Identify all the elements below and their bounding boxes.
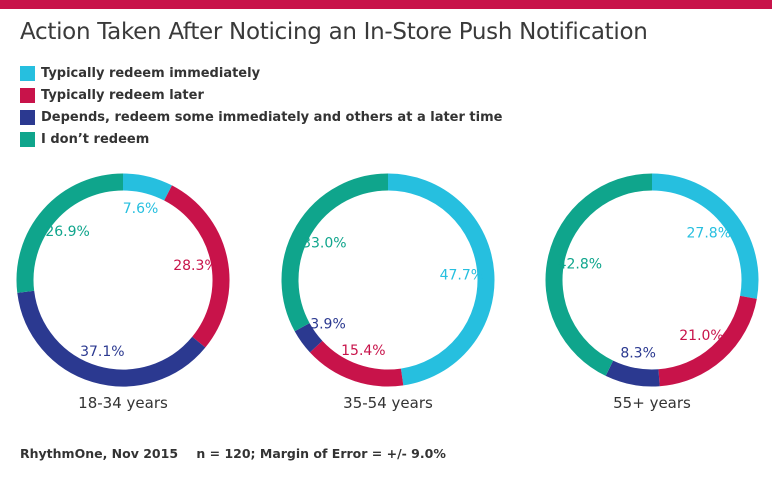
legend-label-immediately: Typically redeem immediately	[41, 65, 261, 81]
legend-swatch-later	[20, 87, 35, 103]
donut-2-label-immediately: 47.7%	[440, 268, 484, 284]
donut-3-label-immediately: 27.8%	[687, 226, 731, 242]
donut-1-label-dont: 26.9%	[45, 224, 89, 240]
donut-3-age-label: 55+ years	[613, 394, 691, 412]
donut-2-segment-dont	[281, 173, 389, 332]
donut-3-segment-dont	[545, 173, 653, 376]
donut-2-label-dont: 33.0%	[302, 235, 346, 251]
donut-3-label-later: 21.0%	[679, 328, 723, 344]
legend-item-depends: Depends, redeem some immediately and oth…	[20, 106, 502, 128]
donut-2-segment-immediately	[387, 173, 495, 386]
legend-label-depends: Depends, redeem some immediately and oth…	[41, 109, 503, 125]
source-note: RhythmOne, Nov 2015	[20, 446, 179, 461]
donut-1-age-label: 18-34 years	[78, 394, 168, 412]
donut-3-label-depends: 8.3%	[620, 346, 656, 362]
legend-item-dont: I don’t redeem	[20, 128, 502, 150]
donut-2-label-later: 15.4%	[341, 343, 385, 359]
donut-1-label-later: 28.3%	[173, 258, 217, 274]
donut-1-segment-immediately	[122, 173, 172, 201]
donut-1-segment-depends	[17, 290, 206, 387]
legend-swatch-immediately	[20, 65, 35, 81]
donut-2-segment-later	[309, 340, 404, 387]
donut-3-label-dont: 42.8%	[558, 257, 602, 273]
legend-item-later: Typically redeem later	[20, 84, 502, 106]
donut-2-segment-depends	[294, 322, 323, 353]
sample-note: n = 120; Margin of Error = +/- 9.0%	[196, 446, 446, 461]
legend-label-dont: I don’t redeem	[41, 131, 150, 147]
legend: Typically redeem immediately Typically r…	[20, 62, 502, 150]
chart-title: Action Taken After Noticing an In-Store …	[20, 19, 648, 45]
donut-1-label-depends: 37.1%	[80, 344, 124, 360]
legend-label-later: Typically redeem later	[41, 87, 204, 103]
donut-3-segment-depends	[605, 360, 660, 387]
legend-swatch-dont	[20, 131, 35, 147]
footer: RhythmOne, Nov 2015 n = 120; Margin of E…	[20, 446, 446, 461]
donut-2-age-label: 35-54 years	[343, 394, 433, 412]
legend-swatch-depends	[20, 109, 35, 125]
legend-item-immediately: Typically redeem immediately	[20, 62, 502, 84]
donut-1-segment-later	[164, 185, 230, 348]
donut-1-label-immediately: 7.6%	[123, 201, 159, 217]
donut-3-segment-immediately	[651, 173, 759, 299]
brand-top-bar	[0, 0, 772, 9]
donut-2-label-depends: 3.9%	[310, 316, 346, 332]
donut-1-segment-dont	[16, 173, 124, 293]
donut-3-segment-later	[658, 295, 757, 387]
